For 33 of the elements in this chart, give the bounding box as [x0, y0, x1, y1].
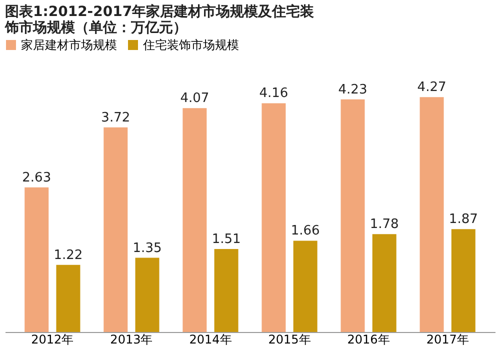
bar [56, 264, 80, 332]
bar [182, 108, 207, 332]
x-tick-label: 2016年 [347, 332, 390, 346]
bar [24, 187, 49, 332]
x-tick-label: 2015年 [268, 332, 311, 346]
data-label: 1.22 [54, 248, 83, 263]
data-label: 4.27 [417, 80, 446, 96]
legend-label: 住宅装饰市场规模 [142, 38, 239, 52]
x-tick-label: 2017年 [426, 332, 469, 346]
bar [372, 234, 396, 332]
bar [293, 240, 318, 332]
chart-title: 图表1:2012-2017年家居建材市场规模及住宅装饰市场规模（单位：万亿元） [4, 3, 314, 36]
data-label: 4.16 [259, 86, 288, 102]
data-label: 2.63 [22, 170, 52, 186]
bar [420, 97, 444, 332]
bar [214, 248, 238, 332]
bar [451, 229, 476, 332]
x-tick-label: 2013年 [110, 332, 153, 346]
data-label: 4.23 [338, 82, 368, 98]
x-tick-label: 2012年 [31, 332, 74, 346]
bar [104, 127, 128, 332]
data-label: 1.87 [448, 212, 478, 228]
bar [262, 103, 286, 332]
data-label: 1.78 [370, 217, 399, 232]
x-tick-label: 2014年 [189, 332, 232, 346]
data-label: 1.51 [212, 232, 241, 247]
bar [340, 99, 365, 332]
data-label: 4.07 [180, 91, 210, 106]
data-label: 1.66 [290, 224, 320, 239]
data-label: 3.72 [101, 110, 130, 126]
legend-label: 家居建材市场规模 [21, 38, 117, 52]
data-label: 1.35 [132, 240, 162, 256]
bar [135, 258, 160, 332]
